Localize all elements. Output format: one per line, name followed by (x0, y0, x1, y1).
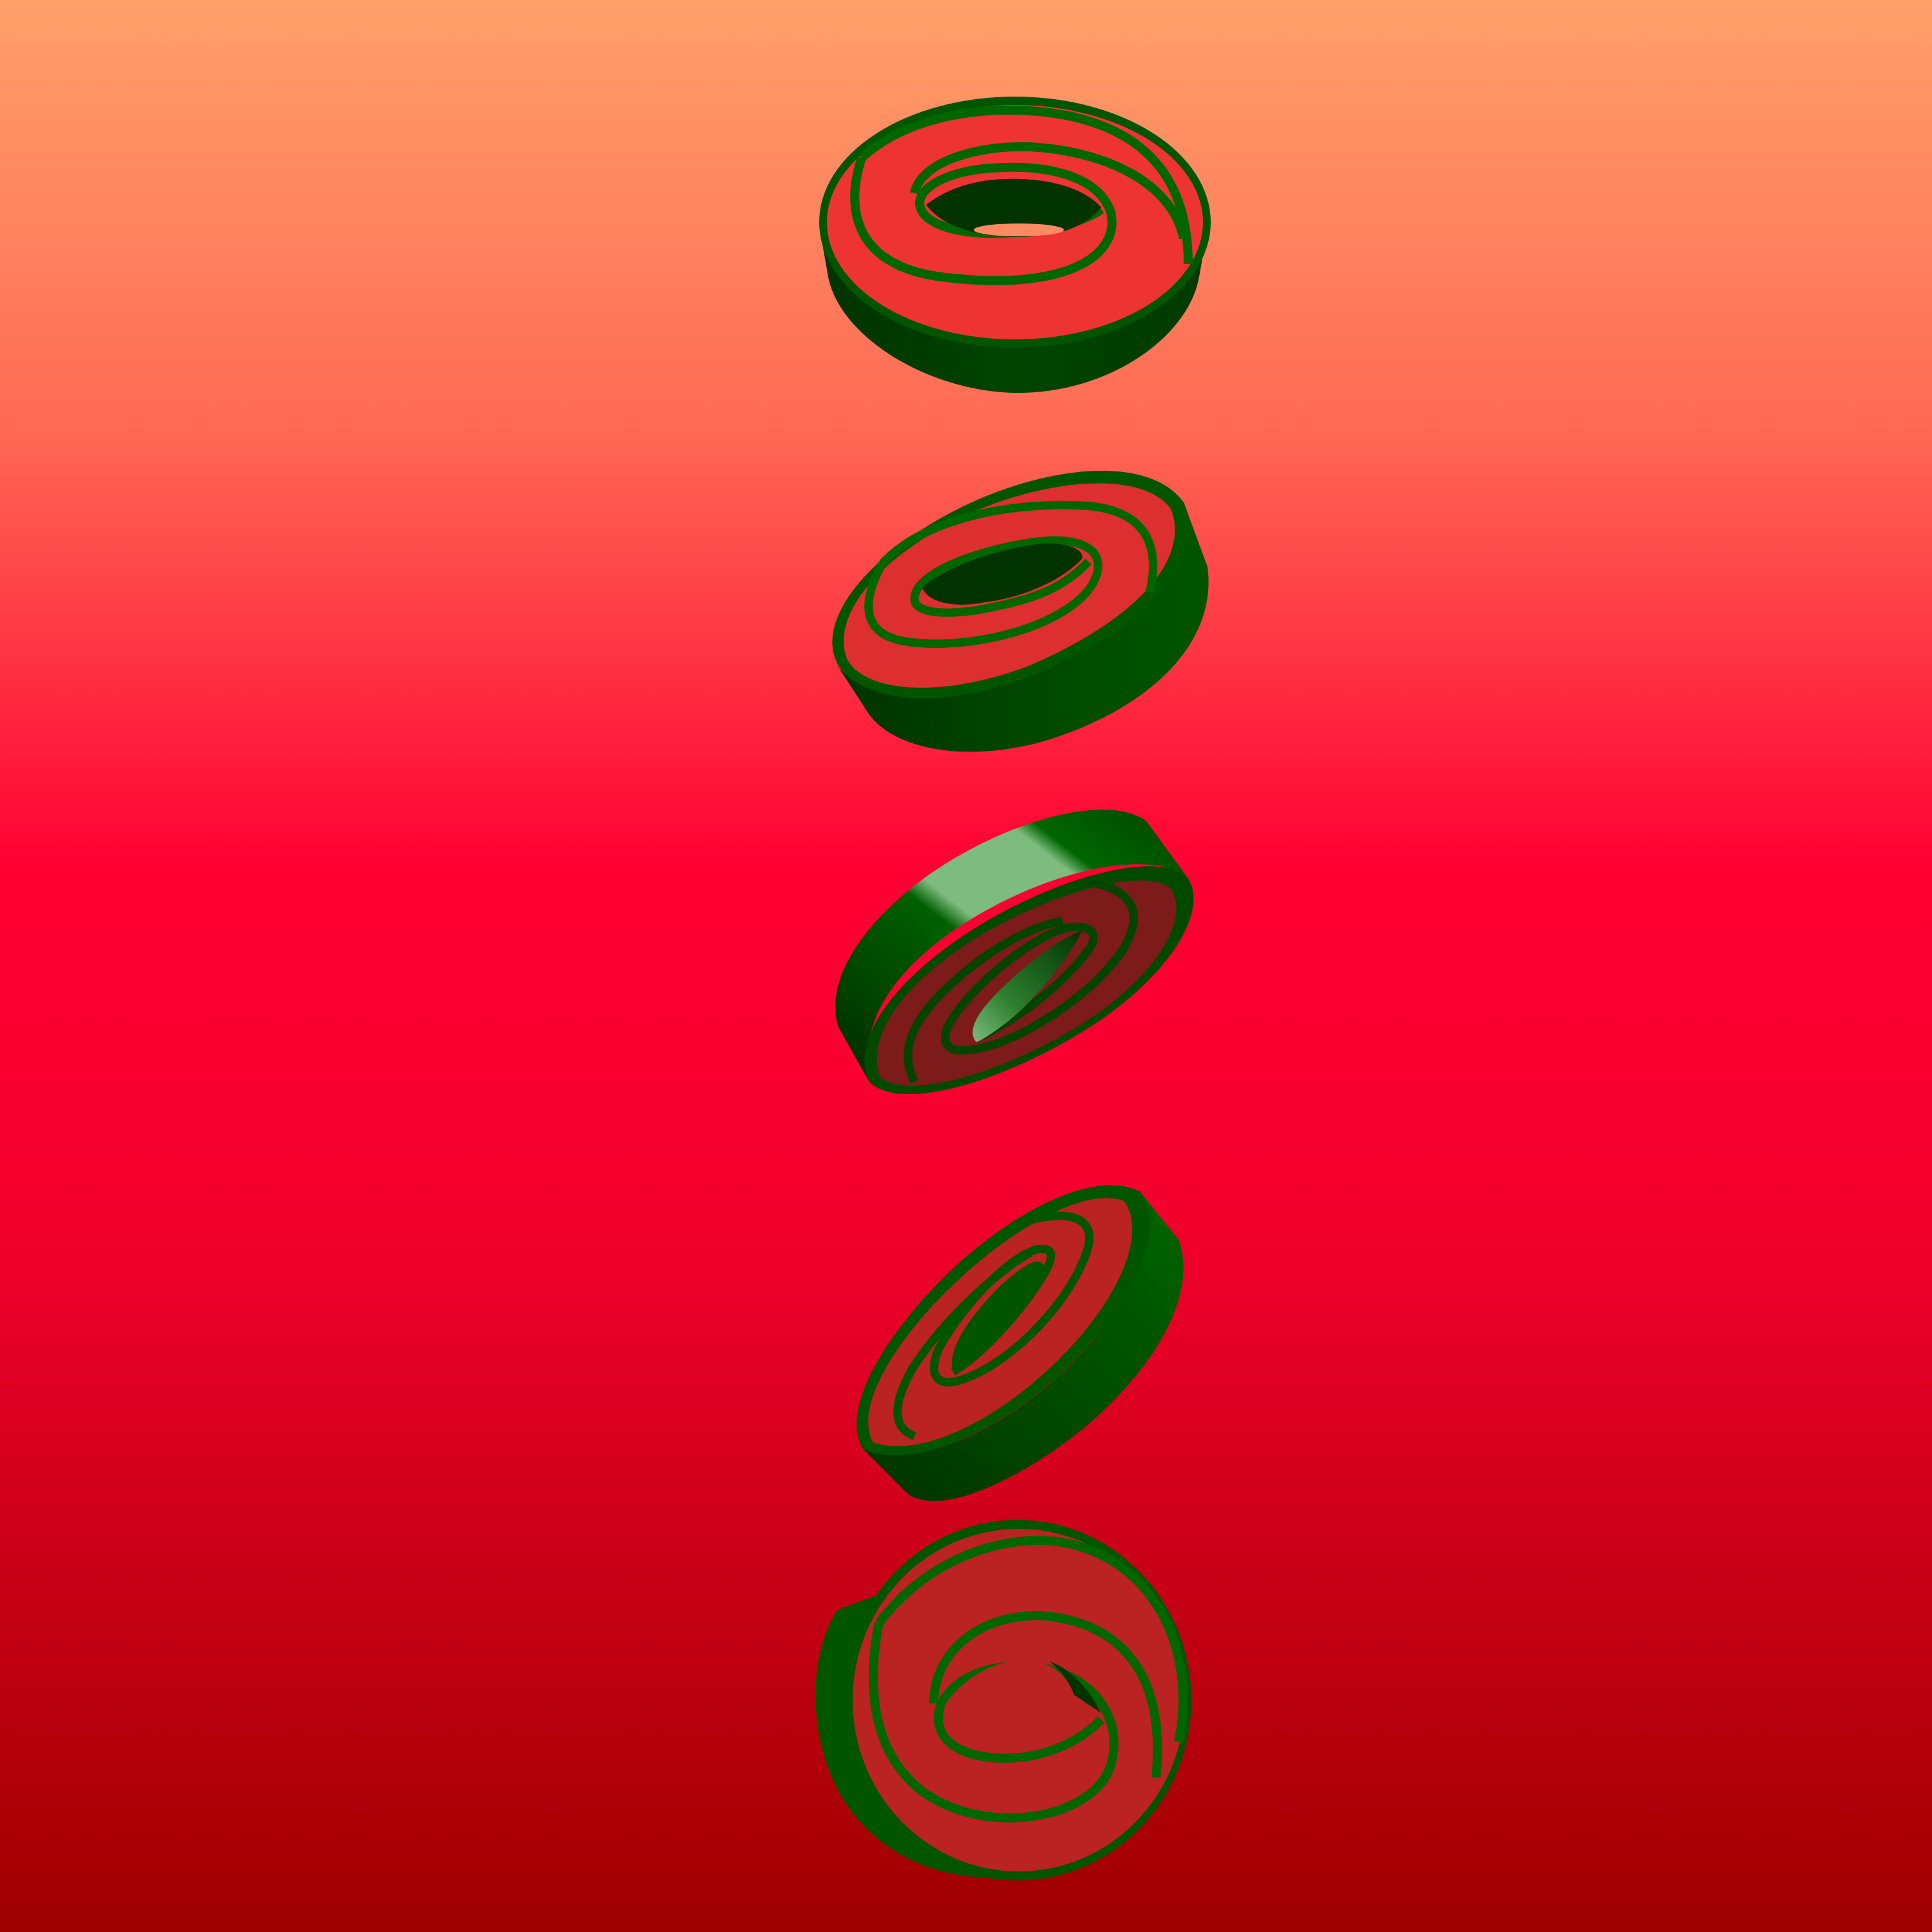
spiral-groove-outer (858, 106, 1193, 265)
ring-hole-shadow (1050, 1662, 1101, 1713)
spiral-groove (941, 878, 1138, 1055)
spiral-groove-inner (929, 1611, 1162, 1778)
ring-hole (952, 1261, 1043, 1370)
ring-hole (926, 178, 1101, 237)
ring-hole (944, 1660, 1074, 1731)
ring-hole (922, 544, 1083, 605)
spiral-groove-outer (879, 500, 1157, 594)
ring-side-wall (815, 1591, 1005, 1878)
ring-underside (835, 810, 1194, 1095)
ring-tilted (832, 471, 1209, 752)
ring-side-wall (836, 502, 1209, 752)
ring-front-view (815, 1520, 1191, 1880)
spiral-groove (864, 536, 1103, 648)
spiral-groove-outer (893, 1249, 1033, 1441)
spiral-groove-outer (904, 916, 1064, 1084)
spiral-groove-inner (910, 142, 1188, 240)
ring-side-wall (819, 225, 1208, 393)
ring-side-wall (863, 1191, 1184, 1501)
spiral-groove-outer (875, 1536, 1188, 1743)
ring-angled (857, 1185, 1184, 1501)
ring-hole (972, 931, 1082, 1042)
ring-side-wall (835, 810, 1186, 1082)
ring-hole-through (974, 223, 1064, 236)
spiral-groove (929, 1211, 1094, 1387)
ring-top-view (819, 97, 1211, 393)
